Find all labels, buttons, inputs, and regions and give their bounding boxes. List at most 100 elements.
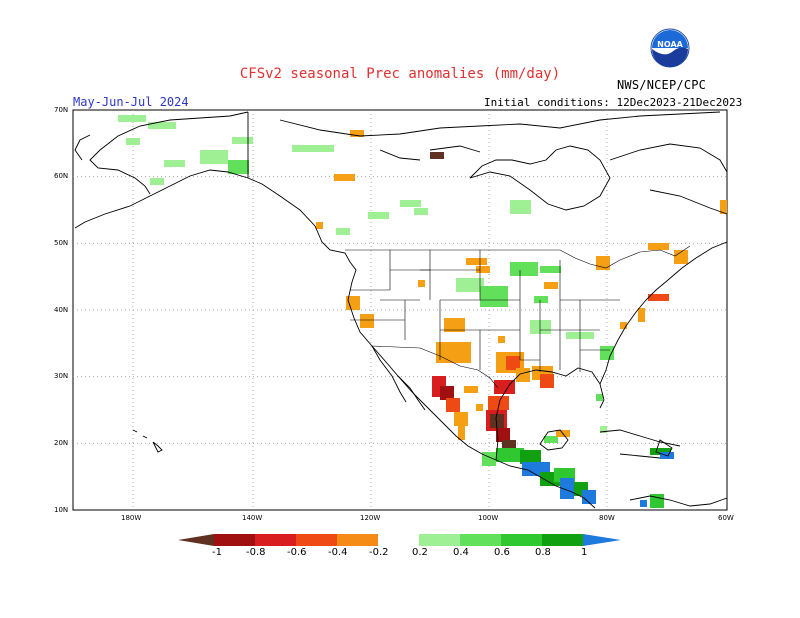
anomaly-cell (150, 178, 164, 185)
anomaly-cell (544, 282, 558, 289)
legend-swatch (460, 534, 501, 546)
anomaly-cell (368, 212, 389, 219)
lon-label: 60W (718, 514, 734, 522)
lat-label: 30N (54, 372, 69, 380)
lon-label: 100W (478, 514, 499, 522)
anomaly-cell (638, 308, 645, 322)
legend-label: -0.6 (287, 547, 307, 558)
lon-label: 120W (360, 514, 381, 522)
anomaly-cell (510, 262, 538, 276)
noaa-logo-icon: NOAA (650, 28, 690, 68)
legend-swatch (583, 534, 621, 546)
anomaly-cell (506, 356, 520, 370)
anomaly-cell (346, 296, 360, 310)
anomaly-cell (466, 258, 487, 265)
legend-label: 0.2 (412, 547, 428, 558)
anomaly-cell (336, 228, 350, 235)
lat-label: 70N (54, 106, 69, 114)
anomaly-cell (510, 200, 531, 214)
anomaly-cell (164, 160, 185, 167)
anomaly-cell (540, 374, 554, 388)
legend-label: -1 (212, 547, 222, 558)
anomaly-cell (544, 436, 558, 443)
legend-label: 1 (581, 547, 588, 558)
legend-swatch (419, 534, 460, 546)
lat-label: 10N (54, 506, 69, 514)
anomaly-cell (496, 448, 524, 462)
anomaly-cell (496, 428, 510, 442)
legend-label: -0.8 (246, 547, 266, 558)
anomaly-cell (458, 426, 465, 440)
anomaly-cell (582, 490, 596, 504)
anomaly-cell (560, 478, 574, 499)
coastlines (74, 111, 728, 509)
legend-label: 0.8 (535, 547, 551, 558)
lat-label: 40N (54, 306, 69, 314)
anomaly-cell (640, 500, 647, 507)
forecast-period: May-Jun-Jul 2024 (73, 95, 189, 109)
anomaly-cell (446, 398, 460, 412)
anomaly-cell (674, 250, 688, 264)
anomaly-cell (436, 342, 471, 363)
anomaly-cell (476, 266, 490, 273)
anomaly-cell (498, 336, 505, 343)
anomaly-cell (228, 160, 249, 174)
lat-label: 60N (54, 172, 69, 180)
map-title: CFSv2 seasonal Prec anomalies (mm/day) (239, 66, 561, 82)
anomaly-cell (430, 152, 444, 159)
anomaly-cells (118, 115, 727, 508)
anomaly-cell (476, 404, 483, 411)
lon-label: 180W (121, 514, 142, 522)
anomaly-cell (494, 380, 515, 394)
agency-label: NWS/NCEP/CPC (617, 78, 707, 92)
svg-text:NOAA: NOAA (657, 40, 683, 49)
anomaly-cell (620, 322, 627, 329)
anomaly-cell (540, 266, 561, 273)
legend-swatch (178, 534, 214, 546)
legend-swatch (214, 534, 255, 546)
legend-swatch (542, 534, 583, 546)
anomaly-cell (520, 450, 541, 464)
legend-swatch (255, 534, 296, 546)
anomaly-cell (118, 115, 146, 122)
legend-label: 0.4 (453, 547, 469, 558)
map-frame (72, 109, 728, 511)
legend-label: -0.2 (369, 547, 389, 558)
anomaly-cell (720, 200, 727, 214)
anomaly-cell (126, 138, 140, 145)
anomaly-cell (480, 286, 508, 307)
anomaly-cell (440, 386, 454, 400)
anomaly-cell (350, 130, 364, 137)
anomaly-cell (200, 150, 228, 164)
anomaly-cell (464, 386, 478, 393)
political-borders (345, 245, 691, 389)
lat-label: 20N (54, 439, 69, 447)
anomaly-cell (454, 412, 468, 426)
anomaly-cell (334, 174, 355, 181)
anomaly-cell (418, 280, 425, 287)
anomaly-cell (596, 394, 603, 401)
legend-swatch (501, 534, 542, 546)
anomaly-cell (488, 396, 509, 410)
anomaly-cell (148, 122, 176, 129)
legend-label: -0.4 (328, 547, 348, 558)
anomaly-cell (316, 222, 323, 229)
lon-label: 80W (599, 514, 615, 522)
anomaly-cell (456, 278, 484, 292)
anomaly-cell (414, 208, 428, 215)
anomaly-cell (650, 494, 664, 508)
graticule (73, 110, 727, 510)
anomaly-cell (600, 346, 614, 360)
legend-label: 0.6 (494, 547, 510, 558)
anomaly-cell (648, 243, 669, 250)
anomaly-cell (516, 368, 530, 382)
legend-swatch (378, 534, 419, 546)
anomaly-cell (490, 414, 504, 428)
anomaly-cell (360, 314, 374, 328)
anomaly-cell (292, 145, 334, 152)
anomaly-cell (600, 426, 607, 433)
lon-label: 140W (242, 514, 263, 522)
color-legend (178, 534, 621, 546)
legend-swatch (337, 534, 378, 546)
